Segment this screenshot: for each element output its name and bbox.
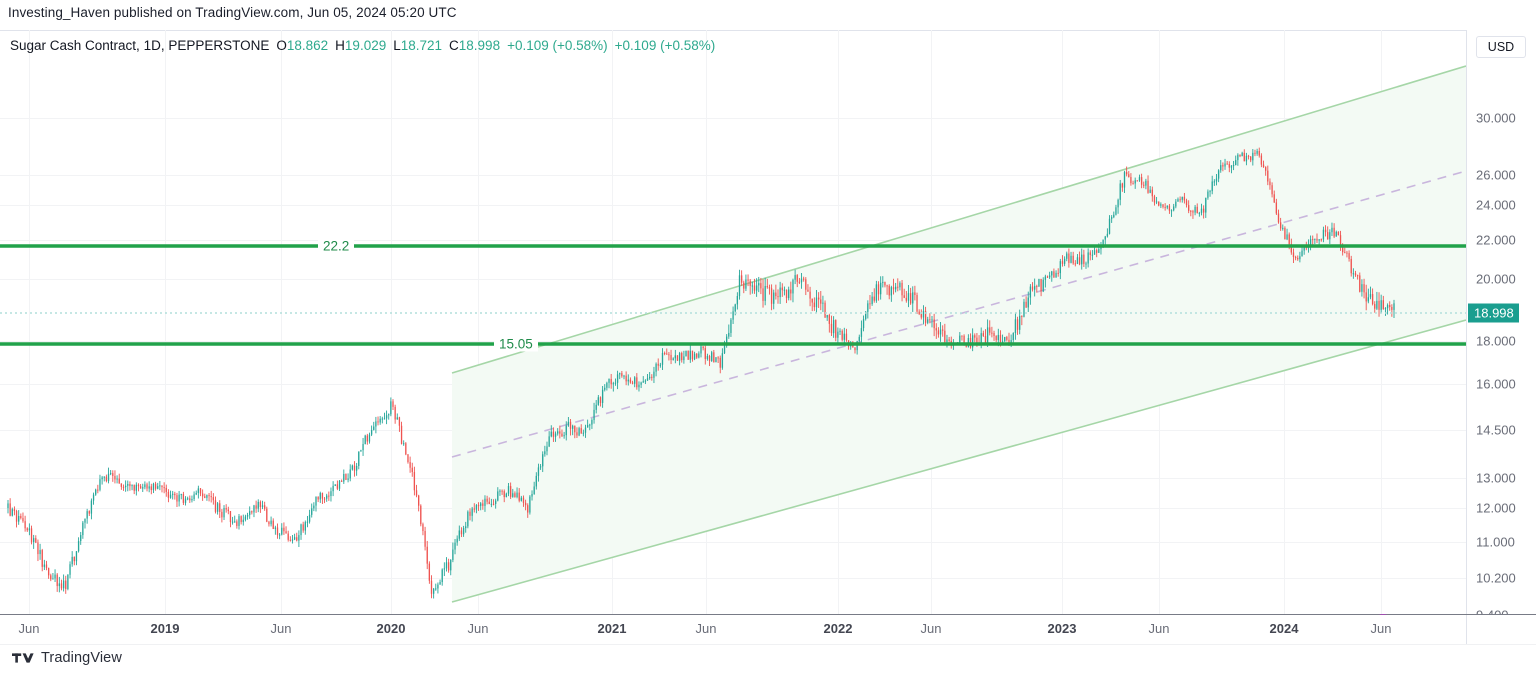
time-tick-2020-3: 2020 xyxy=(376,621,406,636)
time-tick-2024-11: 2024 xyxy=(1269,621,1299,636)
horizontal-line-label-resistance: 22.2 xyxy=(318,238,355,254)
gridline-horizontal xyxy=(0,279,1466,280)
gridline-horizontal xyxy=(0,542,1466,543)
time-tick-2021-5: 2021 xyxy=(597,621,627,636)
currency-badge[interactable]: USD xyxy=(1476,36,1526,58)
gridline-horizontal xyxy=(0,175,1466,176)
legend-high-value: 19.029 xyxy=(344,38,387,53)
price-tick-20-000: 20.000 xyxy=(1476,271,1516,287)
gridline-horizontal xyxy=(0,118,1466,119)
price-tick-24-000: 24.000 xyxy=(1476,197,1516,213)
price-tick-22-000: 22.000 xyxy=(1476,232,1516,248)
chart-plot-area[interactable]: 22.2 15.05 Sugar Cash Contract, 1D, PEPPE… xyxy=(0,30,1466,615)
chart-frame: 22.2 15.05 Sugar Cash Contract, 1D, PEPPE… xyxy=(0,30,1536,623)
legend-change-percent: +0.109 (+0.58%) xyxy=(614,38,716,53)
gridline-horizontal xyxy=(0,240,1466,241)
legend-high-letter: H xyxy=(335,38,345,53)
gridline-vertical xyxy=(478,30,479,615)
current-price-badge: 18.998 xyxy=(1468,303,1519,323)
channel-fill xyxy=(452,66,1466,602)
legend-low-letter: L xyxy=(393,38,401,53)
channel-upper-line[interactable] xyxy=(451,65,1466,374)
time-tick-jun-0: Jun xyxy=(18,621,40,636)
candlestick-series xyxy=(7,147,1395,599)
time-tick-jun-8: Jun xyxy=(920,621,942,636)
price-tick-10-200: 10.200 xyxy=(1476,570,1516,586)
lightning-bolt-icon[interactable] xyxy=(1370,613,1396,615)
gridline-horizontal xyxy=(0,578,1466,579)
price-scale[interactable]: USD 30.000 26.000 24.000 22.000 20.000 18.000… xyxy=(1466,30,1536,623)
gridline-vertical xyxy=(612,30,613,615)
horizontal-levels[interactable] xyxy=(0,244,1466,346)
time-tick-jun-4: Jun xyxy=(467,621,489,636)
channel-lower-line[interactable] xyxy=(451,319,1466,603)
time-scale-bottom-border xyxy=(0,644,1536,645)
plot-top-border xyxy=(0,30,1466,31)
time-tick-2022-7: 2022 xyxy=(823,621,853,636)
time-tick-2023-9: 2023 xyxy=(1047,621,1077,636)
price-tick-13-000: 13.000 xyxy=(1476,470,1516,486)
gridline-vertical xyxy=(391,30,392,615)
price-tick-30-000: 30.000 xyxy=(1476,110,1516,126)
price-tick-18-000: 18.000 xyxy=(1476,333,1516,349)
legend-change: +0.109 (+0.58%) xyxy=(507,38,608,53)
gridline-vertical xyxy=(281,30,282,615)
price-tick-14-500: 14.500 xyxy=(1476,422,1516,438)
chart-drawings-overlay xyxy=(0,65,1466,603)
chart-legend[interactable]: Sugar Cash Contract, 1D, PEPPERSTONE O18.… xyxy=(10,38,715,53)
legend-symbol[interactable]: Sugar Cash Contract, 1D, PEPPERSTONE xyxy=(10,38,270,53)
legend-low-value: 18.721 xyxy=(400,38,443,53)
legend-open-letter: O xyxy=(276,38,287,53)
time-tick-jun-10: Jun xyxy=(1148,621,1170,636)
price-tick-26-000: 26.000 xyxy=(1476,167,1516,183)
price-tick-12-000: 12.000 xyxy=(1476,500,1516,516)
time-tick-jun-2: Jun xyxy=(270,621,292,636)
attribution-text: Investing_Haven published on TradingView… xyxy=(8,5,457,20)
gridline-horizontal xyxy=(0,205,1466,206)
footer-branding[interactable]: TradingView xyxy=(12,650,122,666)
price-tick-16-000: 16.000 xyxy=(1476,376,1516,392)
legend-close-letter: C xyxy=(449,38,459,53)
gridline-vertical xyxy=(29,30,30,615)
time-scale[interactable]: Jun 2019 Jun 2020 Jun 2021 Jun 2022 Jun 2023 Jun 20… xyxy=(0,615,1536,645)
legend-open-value: 18.862 xyxy=(286,38,329,53)
time-tick-2019-1: 2019 xyxy=(150,621,180,636)
plot-bottom-border xyxy=(0,614,1536,615)
tradingview-logo-icon xyxy=(12,653,34,663)
price-tick-11-000: 11.000 xyxy=(1476,534,1515,550)
time-tick-jun-6: Jun xyxy=(695,621,717,636)
legend-close-value: 18.998 xyxy=(458,38,501,53)
time-tick-jun-12: Jun xyxy=(1370,621,1392,636)
gridline-vertical xyxy=(165,30,166,615)
tradingview-wordmark: TradingView xyxy=(41,650,122,666)
horizontal-line-label-support: 15.05 xyxy=(494,336,538,352)
time-scale-separator xyxy=(1466,615,1467,645)
